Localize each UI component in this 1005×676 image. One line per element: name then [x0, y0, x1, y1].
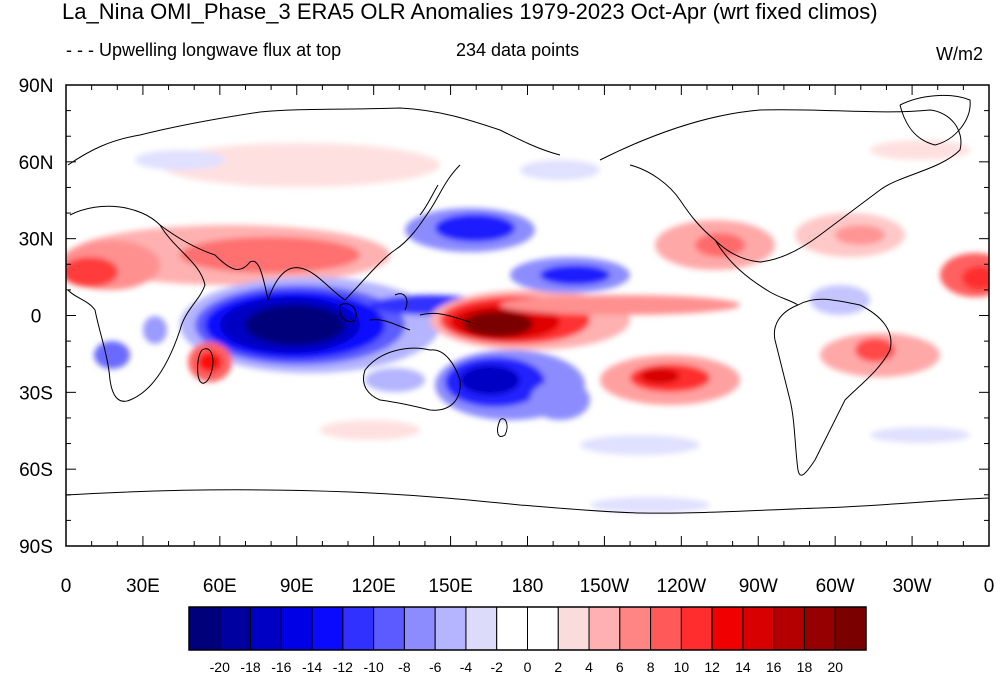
colorbar-label: 4 [585, 659, 593, 675]
colorbar-swatch [803, 606, 836, 651]
lon-label: 150E [428, 576, 472, 597]
colorbar-swatch [742, 606, 775, 651]
colorbar-label: 8 [647, 659, 655, 675]
lat-label: 0 [31, 307, 42, 328]
colorbar-swatch [619, 606, 652, 651]
colorbar-swatch [188, 606, 221, 651]
colorbar-label: -16 [271, 659, 291, 675]
lon-label: 0 [984, 576, 995, 597]
lat-label: 60N [19, 153, 54, 174]
colorbar-label: 14 [735, 659, 751, 675]
colorbar-label: -20 [210, 659, 230, 675]
colorbar-swatch [680, 606, 713, 651]
left-string: - - - Upwelling longwave flux at top [66, 40, 342, 60]
colorbar-swatch [280, 606, 313, 651]
colorbar-label: 0 [524, 659, 532, 675]
lat-label: 30S [19, 383, 53, 404]
colorbar-swatch [373, 606, 405, 651]
lat-label: 90S [19, 537, 53, 558]
colorbar-swatch [219, 606, 252, 651]
map-title: La_Nina OMI_Phase_3 ERA5 OLR Anomalies 1… [62, 0, 878, 24]
colorbar-swatch [527, 606, 559, 651]
colorbar-label: 12 [704, 659, 720, 675]
lon-label: 90E [280, 576, 314, 597]
lon-label: 60E [203, 576, 237, 597]
colorbar-label: -12 [333, 659, 353, 675]
lon-label: 30E [126, 576, 160, 597]
data-count: 234 data points [456, 40, 580, 60]
colorbar-swatch [403, 606, 436, 651]
anomaly-field [66, 140, 989, 513]
coastlines [66, 95, 989, 514]
lon-label: 150W [580, 576, 630, 597]
units-label: W/m2 [936, 44, 983, 64]
colorbar-swatch [311, 606, 344, 651]
colorbar-swatch [496, 606, 528, 651]
colorbar-swatch [588, 606, 621, 651]
colorbar-swatch [711, 606, 744, 651]
lon-label: 60W [816, 576, 855, 597]
lon-label: 180 [512, 576, 544, 597]
colorbar-label: 18 [797, 659, 813, 675]
lon-label: 120E [351, 576, 395, 597]
colorbar-label: -8 [398, 659, 411, 675]
colorbar-label: 16 [766, 659, 782, 675]
colorbar-label: -18 [240, 659, 260, 675]
lon-label: 30W [893, 576, 932, 597]
colorbar-swatch [250, 606, 282, 651]
colorbar-swatch [773, 606, 805, 651]
colorbar-label: -6 [429, 659, 442, 675]
lat-label: 30N [19, 230, 54, 251]
axis-ticks [65, 84, 990, 547]
lon-label: 90W [739, 576, 778, 597]
lat-label: 90N [19, 76, 54, 97]
colorbar-swatch [434, 606, 467, 651]
colorbar [188, 606, 867, 651]
colorbar-label: 2 [554, 659, 562, 675]
colorbar-label: 6 [616, 659, 624, 675]
lon-label: 120W [657, 576, 707, 597]
colorbar-labels: -20 -18 -16 -14 -12 -10 -8 -6 -4 -2 0 2 4 6 8 10 12 14 16 1… [210, 659, 844, 675]
colorbar-swatch [465, 606, 498, 651]
lon-labels: 0 30E 60E 90E 120E 150E 180 150W 120W 90W 60W 30W 0 [61, 576, 995, 597]
colorbar-label: -10 [364, 659, 384, 675]
lat-label: 60S [19, 460, 53, 481]
lon-label: 0 [61, 576, 72, 597]
colorbar-swatch [834, 606, 867, 651]
colorbar-label: 10 [674, 659, 690, 675]
colorbar-swatch [557, 606, 590, 651]
colorbar-label: -4 [460, 659, 473, 675]
lat-labels: 90N 60N 30N 0 30S 60S 90S [19, 76, 54, 558]
colorbar-swatch [342, 606, 375, 651]
colorbar-frame [188, 606, 867, 651]
colorbar-label: -14 [302, 659, 322, 675]
colorbar-label: 20 [827, 659, 843, 675]
colorbar-swatch [650, 606, 682, 651]
colorbar-label: -2 [491, 659, 504, 675]
